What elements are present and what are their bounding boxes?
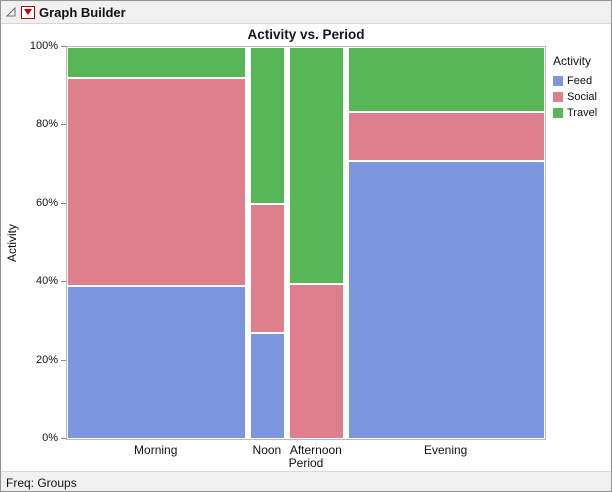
x-category-label-afternoon[interactable]: Afternoon [289,443,342,457]
mosaic-segment-travel-evening[interactable] [348,47,545,112]
legend-entry-travel[interactable]: Travel [553,107,611,119]
y-tick-mark-40 [61,281,66,283]
window-title: Graph Builder [39,4,126,20]
mosaic-column-afternoon[interactable] [289,47,345,439]
mosaic-segment-travel-morning[interactable] [67,47,247,79]
y-axis-label[interactable]: Activity [5,224,19,263]
red-triangle-icon [24,9,32,15]
y-tick-label-100[interactable]: 100% [29,40,58,52]
legend-label-social: Social [567,91,597,103]
mosaic-segment-travel-noon[interactable] [250,47,286,204]
mosaic-segment-travel-afternoon[interactable] [289,47,345,285]
chart-title: Activity vs. Period [247,27,365,42]
legend-swatch-social [553,92,563,102]
legend-entry-social[interactable]: Social [553,91,611,103]
legend-label-travel: Travel [567,107,598,119]
y-tick-label-60[interactable]: 60% [35,196,58,209]
y-tick-mark-20 [61,359,66,361]
y-tick-label-20[interactable]: 20% [35,353,58,366]
freq-label: Freq: Groups [6,475,77,490]
chart-panel: Activity vs. Period Activity Period Acti… [1,24,611,471]
y-tick-label-40[interactable]: 40% [35,275,58,288]
legend-title: Activity [553,54,592,68]
mosaic-segment-feed-noon[interactable] [250,333,286,439]
y-tick-label-0[interactable]: 0% [42,432,58,444]
legend-swatch-travel [553,108,563,118]
plot-area[interactable] [66,46,546,440]
mosaic-column-noon[interactable] [250,47,286,439]
mosaic-segment-feed-evening[interactable] [348,160,545,439]
mosaic-segment-social-evening[interactable] [348,111,545,161]
y-tick-mark-60 [61,202,66,204]
y-tick-mark-80 [61,124,66,126]
mosaic-segment-social-afternoon[interactable] [289,284,345,439]
mosaic-column-evening[interactable] [348,47,545,439]
mosaic-segment-social-morning[interactable] [67,78,247,287]
legend-entry-feed[interactable]: Feed [553,75,611,87]
x-category-label-noon[interactable]: Noon [252,443,282,457]
legend: Activity Feed Social Travel [553,54,611,123]
red-triangle-menu-button[interactable] [21,5,35,19]
mosaic-segment-feed-morning[interactable] [67,286,247,439]
x-category-label-evening[interactable]: Evening [423,443,468,457]
y-tick-mark-0 [61,438,66,439]
x-category-label-morning[interactable]: Morning [134,443,178,457]
mosaic-column-morning[interactable] [67,47,247,439]
legend-label-feed: Feed [567,75,593,87]
y-tick-label-80[interactable]: 80% [35,118,58,131]
x-axis-label[interactable]: Period [288,456,324,470]
collapse-triangle-icon[interactable] [5,6,17,18]
legend-swatch-feed [553,76,563,86]
legend-entries: Feed Social Travel [553,75,611,119]
y-tick-mark-100 [61,46,66,47]
mosaic-segment-social-noon[interactable] [250,203,286,334]
freq-bar: Freq: Groups [1,471,611,491]
titlebar: Graph Builder [1,1,611,24]
